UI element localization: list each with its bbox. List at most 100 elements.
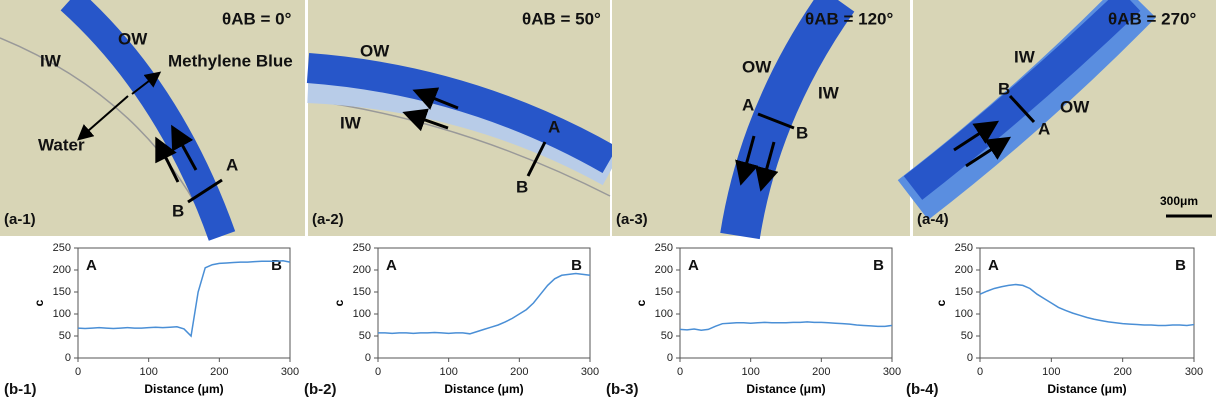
x-axis-label: Distance (μm) — [444, 382, 523, 396]
panel-label: (a-2) — [312, 211, 344, 228]
panel-label: (b-2) — [304, 381, 337, 398]
y-tick-label: 250 — [353, 242, 371, 254]
x-tick-label: 200 — [1113, 366, 1131, 378]
point-label: A — [742, 95, 754, 114]
y-tick-label: 250 — [655, 242, 673, 254]
y-axis-label: c — [32, 299, 46, 306]
point-label: A — [1038, 119, 1050, 138]
wall-label: OW — [1060, 97, 1090, 116]
panel-label: (b-4) — [906, 381, 939, 398]
annotation: B — [571, 257, 582, 274]
point-label: B — [516, 177, 528, 196]
x-tick-label: 100 — [439, 366, 457, 378]
point-label: B — [172, 201, 184, 220]
data-line — [979, 283, 1195, 327]
y-tick-label: 100 — [353, 308, 371, 320]
x-axis-label: Distance (μm) — [746, 382, 825, 396]
point-label: B — [998, 79, 1010, 98]
angle-label: θAB = 50° — [522, 9, 601, 28]
y-tick-label: 150 — [53, 286, 71, 298]
y-tick-label: 50 — [59, 330, 71, 342]
water-label: Water — [38, 135, 85, 154]
data-line — [77, 260, 291, 338]
annotation: A — [688, 257, 699, 274]
x-tick-label: 200 — [812, 366, 830, 378]
annotation: A — [386, 257, 397, 274]
x-tick-label: 200 — [510, 366, 528, 378]
x-tick-label: 100 — [139, 366, 157, 378]
x-axis-label: Distance (μm) — [1047, 382, 1126, 396]
panel-label: (a-1) — [4, 211, 36, 228]
wall-label: OW — [742, 57, 772, 76]
plot-frame — [979, 247, 1195, 359]
y-tick-label: 0 — [667, 352, 673, 364]
x-tick-label: 200 — [210, 366, 228, 378]
charts: 0 50 100 150 200 250 0 100 200 300 Distance (μm) c A… — [4, 242, 1203, 398]
y-tick-label: 150 — [353, 286, 371, 298]
panel-label: (a-4) — [917, 211, 949, 228]
y-tick-label: 50 — [661, 330, 673, 342]
wall-label: IW — [40, 51, 62, 70]
annotation: A — [988, 257, 999, 274]
x-tick-label: 100 — [741, 366, 759, 378]
annotation: B — [873, 257, 884, 274]
x-tick-label: 0 — [75, 366, 81, 378]
y-tick-label: 250 — [53, 242, 71, 254]
point-label: B — [796, 123, 808, 142]
wall-label: IW — [818, 83, 840, 102]
plot-frame — [77, 247, 291, 359]
angle-label: θAB = 270° — [1108, 9, 1196, 28]
y-tick-label: 200 — [655, 264, 673, 276]
x-tick-label: 100 — [1042, 366, 1060, 378]
y-tick-label: 100 — [53, 308, 71, 320]
annotation: B — [271, 257, 282, 274]
angle-label: θAB = 0° — [222, 9, 292, 28]
y-tick-label: 250 — [955, 242, 973, 254]
point-label: A — [548, 117, 560, 136]
image-panel: IW OW B A θAB = 270° 300μm (a-4) — [897, 0, 1216, 236]
y-tick-label: 100 — [955, 308, 973, 320]
y-tick-label: 200 — [955, 264, 973, 276]
y-tick-label: 50 — [961, 330, 973, 342]
y-axis-label: c — [332, 299, 346, 306]
y-axis-label: c — [934, 299, 948, 306]
y-tick-label: 100 — [655, 308, 673, 320]
x-tick-label: 300 — [883, 366, 901, 378]
x-tick-label: 300 — [1185, 366, 1203, 378]
y-tick-label: 0 — [365, 352, 371, 364]
point-label: A — [226, 155, 238, 174]
y-tick-label: 0 — [967, 352, 973, 364]
wall-label: OW — [360, 41, 390, 60]
plot-frame — [377, 247, 591, 359]
wall-label: IW — [1014, 47, 1036, 66]
y-tick-label: 50 — [359, 330, 371, 342]
dye-label: Methylene Blue — [168, 51, 293, 70]
data-line — [378, 272, 591, 335]
y-tick-label: 150 — [655, 286, 673, 298]
image-panel: OW IW A B θAB = 120° (a-3) — [612, 0, 910, 240]
x-tick-label: 300 — [581, 366, 599, 378]
annotation: B — [1175, 257, 1186, 274]
y-tick-label: 200 — [353, 264, 371, 276]
plot-frame — [679, 247, 893, 359]
y-axis-label: c — [634, 299, 648, 306]
image-panel: OW IW A B θAB = 50° (a-2) — [306, 0, 618, 236]
wall-label: OW — [118, 29, 148, 48]
annotation: A — [86, 257, 97, 274]
data-line — [679, 321, 893, 332]
y-tick-label: 150 — [955, 286, 973, 298]
angle-label: θAB = 120° — [805, 9, 893, 28]
scale-label: 300μm — [1160, 194, 1198, 208]
panel-label: (b-3) — [606, 381, 639, 398]
x-tick-label: 300 — [281, 366, 299, 378]
y-tick-label: 200 — [53, 264, 71, 276]
x-axis-label: Distance (μm) — [144, 382, 223, 396]
panel-label: (a-3) — [616, 211, 648, 228]
wall-label: IW — [340, 113, 362, 132]
image-panel: IW OW Methylene Blue Water A B θAB = 0° … — [0, 0, 305, 241]
x-tick-label: 0 — [375, 366, 381, 378]
y-tick-label: 0 — [65, 352, 71, 364]
x-tick-label: 0 — [677, 366, 683, 378]
panel-label: (b-1) — [4, 381, 37, 398]
